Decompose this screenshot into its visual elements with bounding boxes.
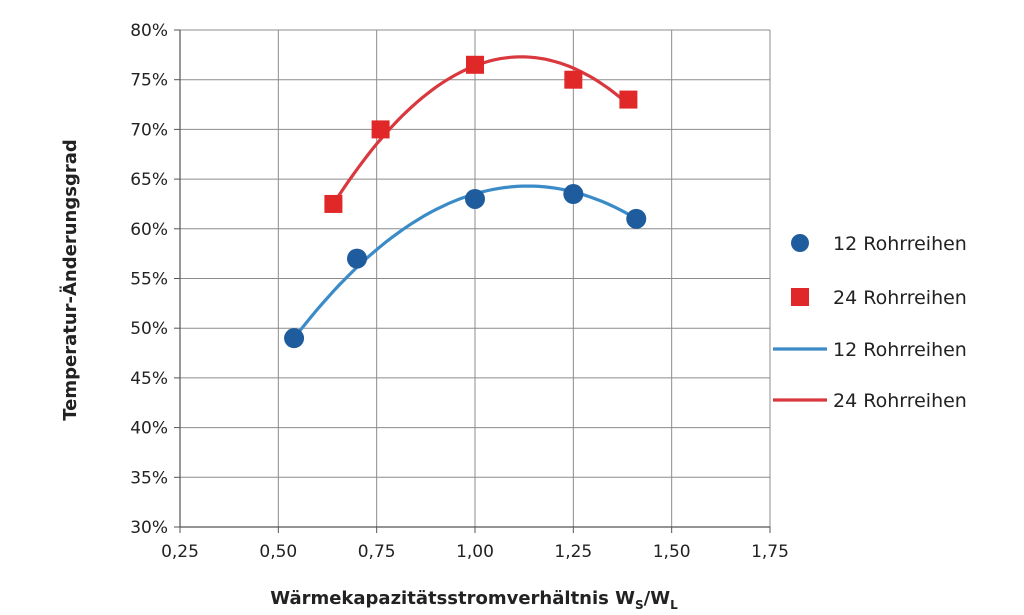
x-tick-label: 1,00	[456, 542, 494, 562]
x-tick-labels: 0,25 0,50 0,75 1,00 1,25 1,50 1,75	[161, 542, 789, 562]
trendline	[292, 184, 638, 340]
y-tick-label: 65%	[130, 170, 168, 190]
y-tick-label: 45%	[130, 369, 168, 389]
legend-marker-square	[791, 288, 809, 306]
x-tick-label: 0,75	[358, 542, 396, 562]
grid	[179, 29, 771, 528]
legend-label: 24 Rohrreihen	[833, 390, 967, 412]
data-point-square	[324, 194, 343, 213]
legend-label: 24 Rohrreihen	[833, 287, 967, 309]
data-point-circle	[347, 248, 367, 269]
x-tick-label: 1,25	[554, 542, 592, 562]
plot-border	[174, 29, 771, 533]
data-point-circle	[563, 184, 584, 205]
y-tick-label: 50%	[130, 319, 168, 339]
markers	[284, 55, 647, 349]
data-point-circle	[284, 328, 305, 349]
y-axis-title: Temperatur-Änderungsgrad	[59, 139, 81, 420]
data-point-circle	[465, 188, 485, 209]
data-point-square	[619, 90, 638, 109]
legend: 12 Rohrreihen 24 Rohrreihen 12 Rohrreihen 2…	[773, 233, 967, 412]
y-tick-label: 55%	[130, 270, 168, 290]
legend-label: 12 Rohrreihen	[833, 233, 967, 255]
x-axis-title: Wärmekapazitätsstromverhältnis WS/WL	[270, 588, 678, 612]
y-tick-labels: 30% 35% 40% 45% 50% 55% 60% 65% 70% 75% 80%	[130, 21, 168, 538]
legend-label: 12 Rohrreihen	[833, 339, 967, 361]
x-tick-label: 1,50	[653, 542, 691, 562]
y-tick-label: 35%	[130, 468, 168, 488]
y-tick-label: 70%	[130, 120, 168, 140]
y-tick-label: 60%	[130, 220, 168, 240]
x-tick-label: 1,75	[751, 542, 789, 562]
data-point-circle	[626, 208, 647, 229]
x-tick-label: 0,50	[259, 542, 297, 562]
y-tick-label: 80%	[130, 21, 168, 41]
data-point-square	[371, 120, 390, 139]
x-tick-label: 0,25	[161, 542, 199, 562]
y-tick-label: 30%	[130, 518, 168, 538]
legend-marker-circle	[791, 234, 809, 252]
y-tick-label: 40%	[130, 419, 168, 439]
y-tick-label: 75%	[130, 71, 168, 91]
data-point-square	[564, 70, 583, 89]
data-point-square	[466, 55, 484, 74]
